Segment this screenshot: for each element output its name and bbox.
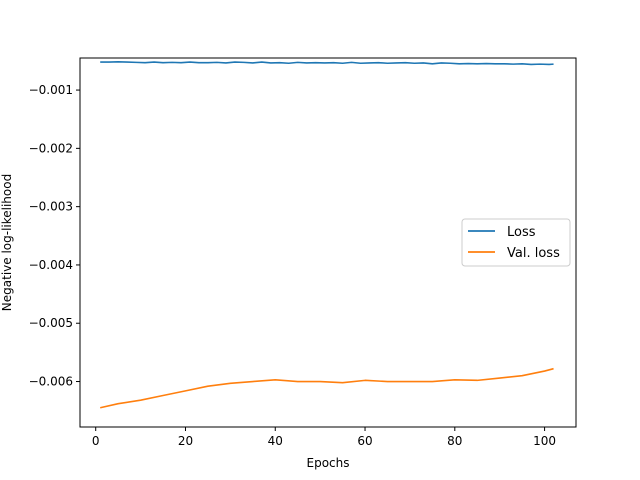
legend-entry-label: Loss [507,225,536,240]
plot-frame [79,57,577,428]
x-tick-label: 100 [533,434,556,448]
x-tick-label: 40 [268,434,283,448]
x-tick-label: 60 [357,434,372,448]
x-tick-label: 20 [178,434,193,448]
x-axis-label: Epochs [307,456,350,470]
y-tick-label: −0.006 [29,375,73,389]
legend-entry-label: Val. loss [507,246,560,261]
y-tick-label: −0.002 [29,141,73,155]
legend: Loss Val. loss [461,218,571,267]
x-tick-label: 80 [447,434,462,448]
y-axis-label: Negative log-likelihood [0,174,14,311]
y-tick-label: −0.004 [29,258,73,272]
y-tick-label: −0.003 [29,200,73,214]
y-tick-label: −0.001 [29,83,73,97]
x-tick-label: 0 [92,434,100,448]
y-tick-label: −0.005 [29,316,73,330]
series-line-2 [100,367,554,409]
series-line-1 [100,60,554,66]
